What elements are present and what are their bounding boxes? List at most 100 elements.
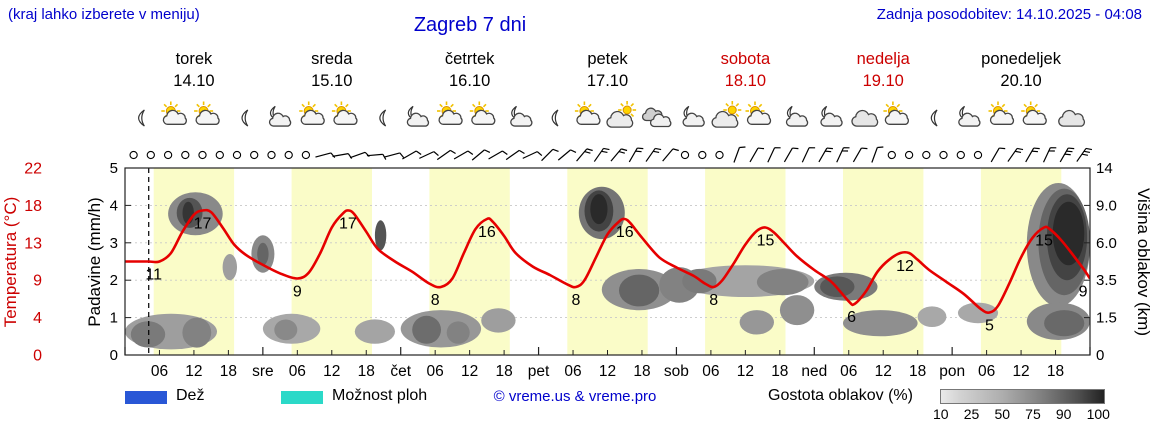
- x-axis-labels: 06 12 18 06 12 18 06 12 18 06 12 18 06 12 18 06 12 18 06 12…: [151, 363, 1064, 380]
- wind-row: [129, 146, 1093, 163]
- weather-icon-sun-cloud: [331, 101, 358, 125]
- svg-text:11: 11: [145, 267, 162, 284]
- svg-text:čet: čet: [390, 363, 411, 380]
- rain-swatch: [125, 391, 167, 404]
- svg-text:20.10: 20.10: [1000, 72, 1041, 90]
- cloud-density-label: Gostota oblakov (%): [768, 387, 913, 404]
- svg-text:torek: torek: [176, 50, 213, 68]
- svg-text:2: 2: [110, 272, 118, 289]
- svg-text:4: 4: [33, 310, 42, 327]
- svg-text:12: 12: [1012, 363, 1029, 380]
- svg-text:18: 18: [1047, 363, 1064, 380]
- weather-icon-moon-cloud: [682, 105, 705, 127]
- svg-text:12: 12: [185, 363, 202, 380]
- cloud-cover: [125, 183, 1090, 350]
- svg-text:0: 0: [33, 348, 42, 365]
- svg-text:četrtek: četrtek: [445, 50, 495, 68]
- svg-text:9: 9: [1079, 284, 1088, 301]
- svg-text:3: 3: [110, 235, 118, 252]
- weather-icon-cloud: [851, 109, 879, 127]
- temperature-labels: 11 17 9 17 8 16 8 16 8 15 6 12 5 15 9: [145, 216, 1087, 335]
- svg-text:nedelja: nedelja: [857, 50, 911, 68]
- rain-label: Dež: [176, 387, 205, 404]
- svg-text:9.0: 9.0: [1096, 197, 1117, 214]
- weather-icon-sun-cloud: [161, 101, 187, 125]
- svg-text:sre: sre: [252, 363, 274, 380]
- weather-icon-moon: [551, 109, 559, 127]
- svg-text:5: 5: [985, 318, 994, 335]
- cloud-scale-label: 50: [994, 406, 1011, 422]
- svg-text:18: 18: [909, 363, 926, 380]
- weather-icon-sun-cloud: [988, 101, 1015, 125]
- temp-axis: 22 18 13 9 4 0: [24, 161, 42, 365]
- svg-text:16: 16: [616, 224, 634, 241]
- svg-text:6.0: 6.0: [1096, 235, 1117, 252]
- svg-text:15.10: 15.10: [311, 72, 352, 90]
- svg-text:3.5: 3.5: [1096, 272, 1117, 289]
- weather-icon-sun-cloud: [574, 101, 601, 125]
- svg-text:9: 9: [33, 273, 42, 290]
- svg-text:pon: pon: [939, 363, 965, 380]
- weather-icon-moon-cloud: [510, 105, 533, 127]
- weather-icons-row: [138, 101, 1086, 128]
- svg-text:9: 9: [293, 284, 302, 301]
- svg-text:1.5: 1.5: [1096, 310, 1117, 327]
- svg-text:1: 1: [110, 310, 118, 327]
- weather-icon-moon: [379, 109, 387, 127]
- axis-titles: Temperatura (°C) Padavine (mm/h) Višina ob…: [1, 188, 1152, 336]
- cloud-axis: 14 9.0 6.0 3.5 1.5 0: [1096, 160, 1117, 364]
- weather-icon-moon-cloud: [406, 105, 430, 127]
- svg-text:sreda: sreda: [311, 50, 353, 68]
- svg-text:0: 0: [1096, 347, 1104, 364]
- cloud-scale-label: 90: [1055, 406, 1072, 422]
- svg-text:18: 18: [495, 363, 512, 380]
- weather-icon-moon: [241, 109, 249, 127]
- svg-text:ponedeljek: ponedeljek: [981, 50, 1062, 68]
- svg-text:06: 06: [978, 363, 995, 380]
- weather-icon-cloud: [1058, 109, 1086, 127]
- day-headers: torek 14.10 sreda 15.10 četrtek 16.10 petek 17.…: [173, 50, 1061, 90]
- svg-text:16.10: 16.10: [449, 72, 490, 90]
- weather-icon-moon: [138, 109, 145, 127]
- svg-text:06: 06: [702, 363, 719, 380]
- menu-hint: (kraj lahko izberete v meniju): [8, 6, 200, 23]
- svg-text:17.10: 17.10: [587, 72, 628, 90]
- last-update: Zadnja posodobitev: 14.10.2025 - 04:08: [876, 6, 1142, 23]
- svg-text:06: 06: [427, 363, 444, 380]
- svg-text:14.10: 14.10: [173, 72, 214, 90]
- weather-icon-sun-cloud: [437, 101, 463, 125]
- svg-text:06: 06: [151, 363, 168, 380]
- weather-icon-moon-cloud: [785, 105, 809, 127]
- svg-text:pet: pet: [528, 363, 550, 380]
- svg-text:15: 15: [757, 233, 775, 250]
- cloud-scale-label: 75: [1025, 406, 1041, 422]
- svg-text:Temperatura (°C): Temperatura (°C): [1, 197, 20, 328]
- axis-ticks: [124, 204, 1091, 355]
- svg-text:4: 4: [110, 197, 118, 214]
- svg-text:12: 12: [323, 363, 340, 380]
- weather-icon-moon-cloud: [268, 105, 292, 127]
- svg-text:Višina oblakov (km): Višina oblakov (km): [1134, 188, 1152, 336]
- svg-text:18: 18: [633, 363, 650, 380]
- weather-icon-sun-cloud: [194, 101, 220, 125]
- showers-swatch: [281, 391, 323, 404]
- weather-icon-sun-cloud: [469, 101, 496, 125]
- weather-icon-cloud-sun: [606, 101, 637, 128]
- weather-icon-clouds: [641, 107, 672, 128]
- svg-text:22: 22: [24, 161, 42, 178]
- copyright-link[interactable]: © vreme.us & vreme.pro: [493, 388, 657, 405]
- svg-text:06: 06: [840, 363, 857, 380]
- cloud-scale-label: 100: [1086, 406, 1110, 422]
- svg-text:16: 16: [478, 224, 496, 241]
- page-title: Zagreb 7 dni: [413, 14, 527, 36]
- svg-text:5: 5: [110, 160, 118, 177]
- cloud-scale-label: 10: [933, 406, 949, 422]
- svg-text:0: 0: [110, 347, 118, 364]
- svg-text:6: 6: [847, 309, 856, 326]
- svg-text:sob: sob: [664, 363, 689, 380]
- svg-text:17: 17: [194, 216, 212, 233]
- svg-text:18: 18: [24, 198, 42, 215]
- weather-icon-moon-cloud: [820, 105, 843, 127]
- weather-icon-sun-cloud: [299, 101, 325, 125]
